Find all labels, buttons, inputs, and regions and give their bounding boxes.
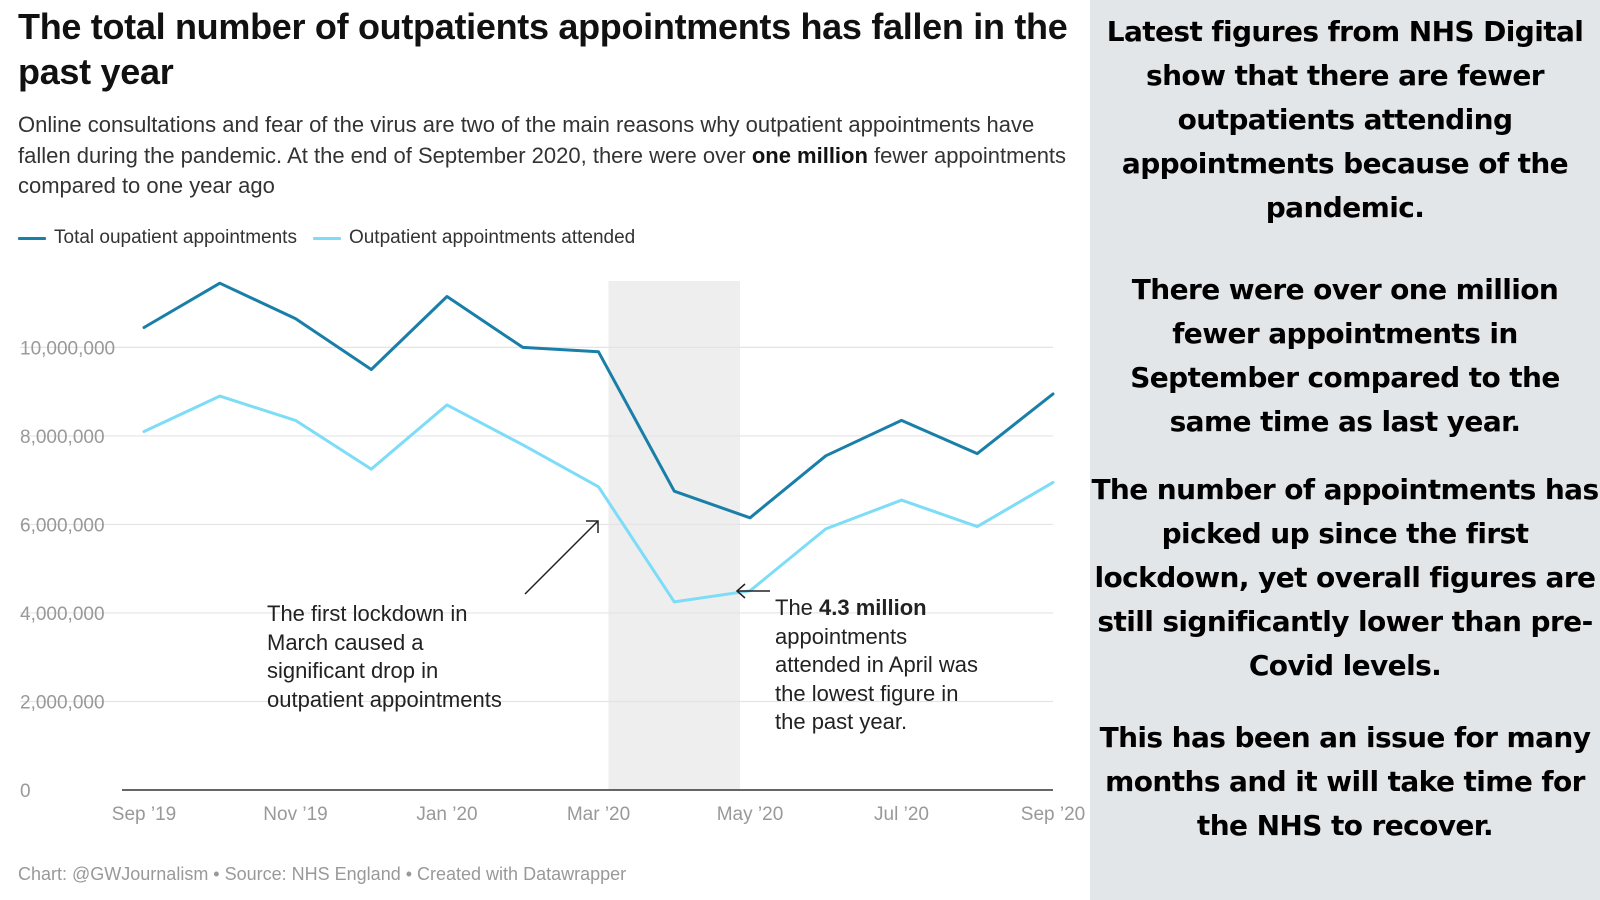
y-tick-label: 6,000,000: [20, 515, 105, 536]
annotation-arrow-1: [524, 520, 599, 595]
legend-item-attended: Outpatient appointments attended: [312, 227, 636, 249]
legend-swatch-attended: [312, 236, 341, 240]
legend-label-attended: Outpatient appointments attended: [348, 227, 636, 248]
x-tick-label: Jan ’20: [416, 804, 477, 825]
chart-title: The total number of outpatients appointm…: [18, 6, 1068, 92]
subtitle-text-1: Online consultations and fear of the vir…: [18, 112, 1035, 168]
chart-subtitle: Online consultations and fear of the vir…: [18, 110, 1073, 202]
summary-paragraph-3: The number of appointments has picked up…: [1091, 473, 1599, 682]
annotation-lowest-figure: The 4.3 million appointments attended in…: [775, 594, 980, 737]
annotation-2-text-2: appointments attended in April was the l…: [775, 623, 979, 735]
series-line-total: [142, 281, 1055, 520]
subtitle-bold: one million: [751, 142, 868, 168]
summary-panel: Latest figures from NHS Digital show tha…: [1090, 0, 1600, 900]
summary-paragraph-2: There were over one million fewer appoin…: [1130, 273, 1560, 438]
y-tick-label: 10,000,000: [20, 338, 115, 359]
annotation-2-bold: 4.3 million: [819, 595, 927, 620]
y-tick-label: 2,000,000: [20, 692, 105, 713]
legend-item-total: Total oupatient appointments: [18, 227, 297, 249]
chart-source: Chart: @GWJournalism • Source: NHS Engla…: [18, 864, 627, 884]
annotation-first-lockdown: The first lockdown in March caused a sig…: [267, 601, 502, 712]
chart-legend: Total oupatient appointments Outpatient …: [18, 226, 651, 250]
y-tick-label: 8,000,000: [20, 427, 105, 448]
summary-paragraph-1: Latest figures from NHS Digital show tha…: [1106, 15, 1584, 224]
y-tick-label: 4,000,000: [20, 604, 105, 625]
legend-swatch-total: [18, 236, 46, 240]
x-tick-label: Sep ’19: [112, 804, 176, 825]
annotation-2-text-1: The: [775, 595, 820, 620]
y-tick-label: 0: [20, 781, 31, 802]
subtitle-text-2: fewer appointments compared to one year …: [18, 142, 1067, 199]
x-tick-label: Jul ’20: [874, 804, 929, 825]
annotation-arrow-2: [735, 583, 770, 599]
legend-label-total: Total oupatient appointments: [54, 227, 297, 248]
x-tick-label: May ’20: [717, 804, 784, 825]
x-tick-label: Sep ’20: [1021, 804, 1085, 825]
line-chart: 0 2,000,000 4,000,000 6,000,000 8,000,000 10,…: [20, 281, 1085, 825]
summary-paragraph-4: This has been an issue for many months a…: [1099, 721, 1591, 842]
lockdown-shaded-band: [608, 281, 740, 790]
x-tick-label: Mar ’20: [567, 804, 630, 825]
x-tick-label: Nov ’19: [263, 804, 327, 825]
chart-panel: The total number of outpatients appointm…: [18, 6, 1086, 884]
series-line-attended: [142, 394, 1055, 604]
